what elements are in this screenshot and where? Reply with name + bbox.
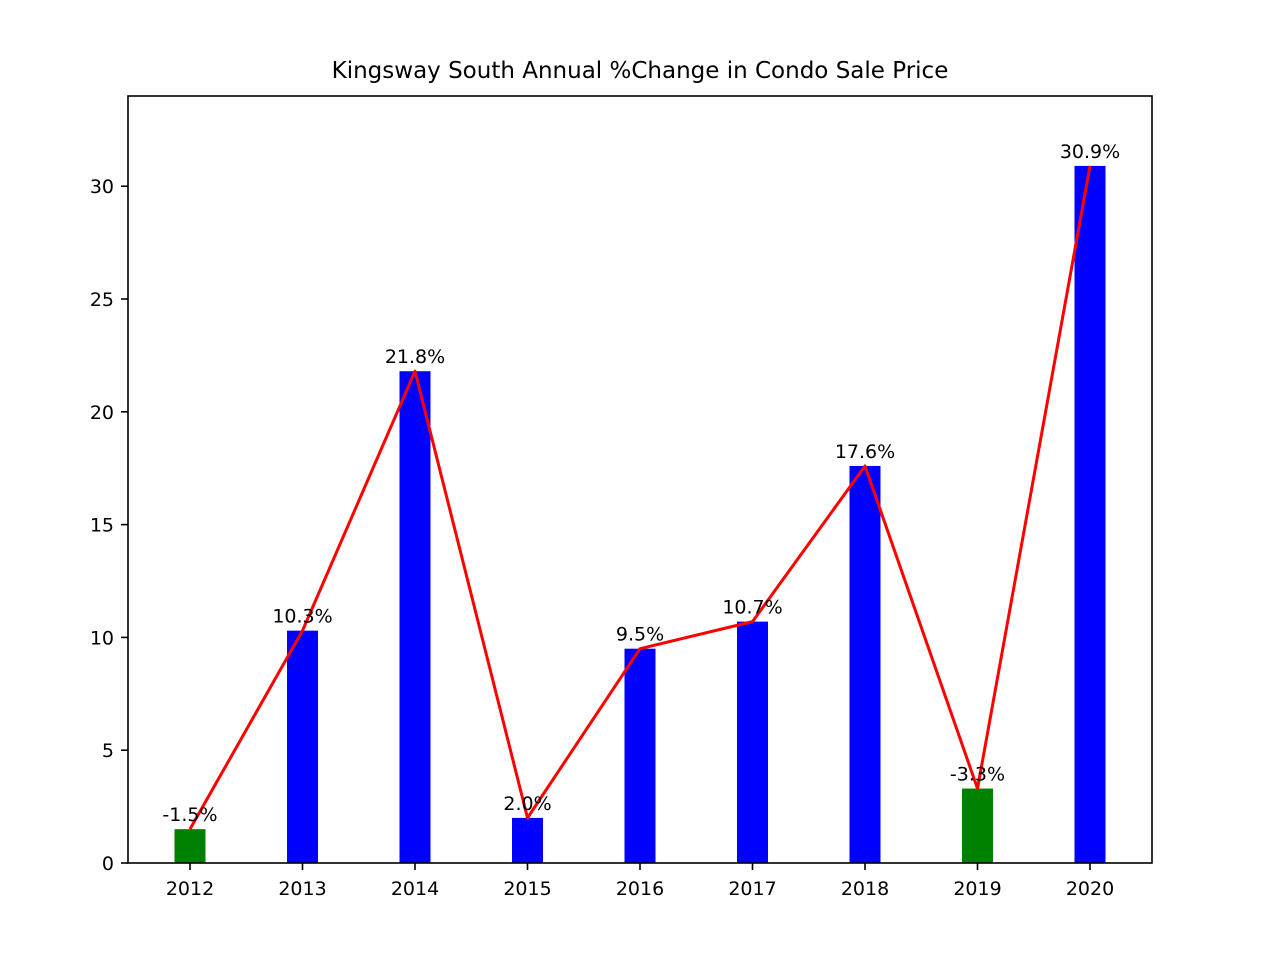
bar-2016 xyxy=(624,648,656,863)
bar-2017 xyxy=(737,621,768,863)
x-tick-label-2013: 2013 xyxy=(278,878,326,900)
x-tick-label-2014: 2014 xyxy=(391,878,439,900)
chart-title: Kingsway South Annual %Change in Condo S… xyxy=(332,58,949,84)
bars-layer xyxy=(174,165,1106,863)
y-tick-label-30: 30 xyxy=(90,176,114,198)
bar-2013 xyxy=(287,630,318,863)
y-tick-label-5: 5 xyxy=(102,740,114,762)
x-axis: 2012 2013 2014 2015 2016 2017 2018 2019 2020 xyxy=(166,863,1114,900)
bar-2018 xyxy=(849,465,881,863)
data-label-2019: -3.3% xyxy=(950,764,1005,786)
trend-line-layer xyxy=(188,165,1092,830)
bar-2020 xyxy=(1074,165,1106,863)
bar-2012 xyxy=(174,829,206,863)
x-tick-label-2015: 2015 xyxy=(503,878,551,900)
bar-2019 xyxy=(962,788,993,863)
data-label-2017: 10.7% xyxy=(722,597,782,619)
y-tick-label-25: 25 xyxy=(90,289,114,311)
x-tick-label-2020: 2020 xyxy=(1066,878,1114,900)
bar-2015 xyxy=(512,817,543,863)
data-label-2016: 9.5% xyxy=(616,624,664,646)
data-label-2014: 21.8% xyxy=(385,346,445,368)
y-tick-label-15: 15 xyxy=(90,515,114,537)
data-label-2020: 30.9% xyxy=(1060,141,1120,163)
data-label-2018: 17.6% xyxy=(835,441,895,463)
y-tick-label-20: 20 xyxy=(90,402,114,424)
data-label-2013: 10.3% xyxy=(272,606,332,628)
bar-2014 xyxy=(399,371,431,863)
x-tick-label-2017: 2017 xyxy=(728,878,776,900)
data-label-2015: 2.0% xyxy=(503,793,551,815)
y-tick-label-0: 0 xyxy=(102,853,114,875)
data-label-2012: -1.5% xyxy=(162,804,217,826)
x-tick-label-2016: 2016 xyxy=(616,878,664,900)
x-tick-label-2012: 2012 xyxy=(166,878,214,900)
trend-line xyxy=(188,165,1092,830)
data-labels-layer: -1.5% 10.3% 21.8% 2.0% 9.5% 10.7% 17.6% -3.3% 30… xyxy=(162,141,1120,826)
y-tick-label-10: 10 xyxy=(90,627,114,649)
x-tick-label-2019: 2019 xyxy=(953,878,1001,900)
x-tick-label-2018: 2018 xyxy=(841,878,889,900)
plot-frame xyxy=(127,95,1153,864)
y-axis: 0 5 10 15 20 25 30 xyxy=(90,176,128,875)
